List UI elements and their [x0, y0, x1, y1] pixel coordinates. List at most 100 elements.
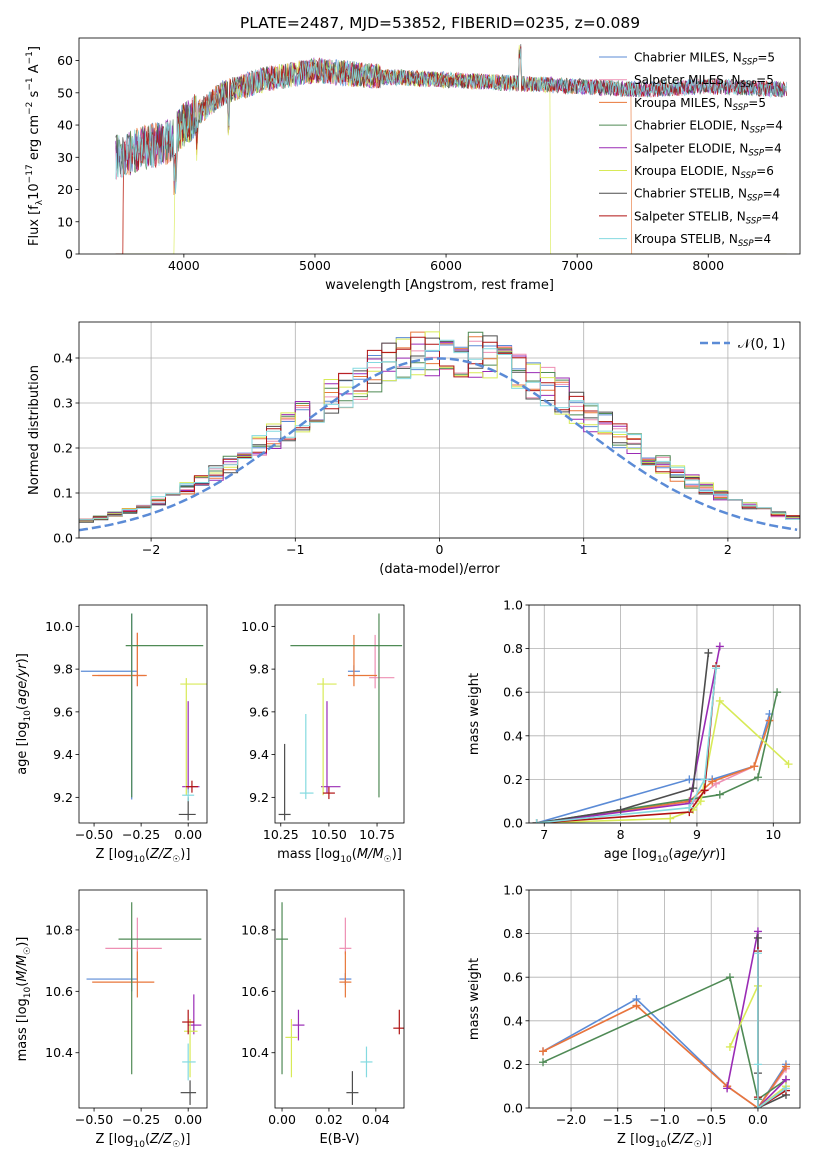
- y-tick-label: 50: [57, 85, 73, 100]
- weight-marker: [700, 775, 709, 784]
- error-bar-point: [182, 1043, 196, 1081]
- error-bar-point: [276, 902, 289, 1075]
- error-bar-point: [278, 743, 291, 821]
- mass-vs-ebv-frame-rect: [274, 889, 405, 1109]
- x-tick-label: −1.5: [603, 1112, 633, 1127]
- legend-label: Salpeter STELIB, NSSP=4: [634, 209, 779, 226]
- y-tick-label: 1.0: [503, 883, 523, 898]
- weight-marker: [689, 784, 698, 793]
- x-tick-label: 4000: [168, 258, 200, 273]
- weight-marker: [784, 760, 793, 769]
- x-tick-label: −1.0: [649, 1112, 679, 1127]
- spectrum-xlabel: wavelength [Angstrom, rest frame]: [325, 278, 554, 293]
- weight-marker: [685, 775, 694, 784]
- error-bar-point: [360, 1046, 373, 1078]
- weight-vs-age-xlabel: age [log10(age/yr)]: [604, 847, 726, 865]
- x-tick-label: 0.0: [748, 1112, 768, 1127]
- error-bar-point: [92, 951, 155, 998]
- weight-marker: [725, 973, 734, 982]
- x-tick-label: 6000: [430, 258, 462, 273]
- weight-vs-age-frame-rect: [528, 604, 801, 824]
- y-tick-label: 10: [57, 214, 73, 229]
- mass-vs-Z-xlabel: Z [log10(Z/Z☉)]: [96, 1132, 191, 1150]
- figure-title: PLATE=2487, MJD=53852, FIBERID=0235, z=0…: [240, 14, 640, 32]
- y-tick-label: 10.0: [241, 619, 269, 634]
- weight-vs-Z-frame: −2.0 −1.5 −1.0 −0.5 0.0 0.0 0.2 0.4 0.6 0.8 1.0 Z […: [467, 883, 801, 1150]
- weight-vs-Z-plot-area: [539, 927, 790, 1108]
- error-bar-point: [180, 678, 207, 796]
- x-tick-label: 9: [693, 827, 701, 842]
- age-vs-mass-xlabel: mass [log10(M/M☉)]: [277, 847, 402, 865]
- legend-label: Salpeter MILES, NSSP=5: [634, 73, 774, 90]
- age-vs-Z-xlabel: Z [log10(Z/Z☉)]: [96, 847, 191, 865]
- y-tick-label: 10.6: [45, 984, 73, 999]
- mass-vs-Z-frame: −0.50 −0.25 0.00 10.4 10.6 10.8 Z [log10(Z/Z☉)…: [15, 889, 208, 1150]
- x-tick-label: −2.0: [556, 1112, 586, 1127]
- error-bar-point: [369, 634, 395, 689]
- histogram-step-line: [79, 339, 800, 523]
- weight-vs-Z-ylabel: mass weight: [467, 958, 482, 1040]
- weight-marker: [532, 819, 541, 823]
- weight-marker: [750, 762, 759, 771]
- weight-series-line: [757, 953, 787, 1108]
- error-bar-point: [125, 613, 204, 798]
- weight-vs-Z-grid: [529, 889, 800, 1109]
- weight-marker: [632, 1001, 641, 1010]
- mass-vs-ebv-xlabel: E(B-V): [319, 1132, 359, 1147]
- y-tick-label: 0.6: [503, 685, 523, 700]
- x-tick-label: 0.02: [315, 1112, 343, 1127]
- weight-series-line: [536, 692, 778, 823]
- weight-marker: [753, 933, 762, 942]
- weight-marker: [708, 777, 717, 786]
- weight-marker: [723, 1084, 732, 1093]
- y-tick-label: 0.2: [503, 772, 523, 787]
- y-tick-label: 0.0: [53, 531, 73, 546]
- legend-label: Kroupa ELODIE, NSSP=6: [634, 164, 774, 181]
- y-tick-label: 0.3: [53, 396, 73, 411]
- x-tick-label: 10.50: [311, 827, 347, 842]
- age-vs-mass-plot-area: [278, 613, 403, 821]
- x-tick-label: 0.00: [174, 827, 202, 842]
- x-tick-label: 7000: [561, 258, 593, 273]
- weight-marker: [715, 790, 724, 799]
- age-vs-mass-frame: 10.25 10.50 10.75 9.2 9.4 9.6 9.8 10.0 mass [log…: [241, 604, 405, 865]
- weight-series-line: [542, 976, 787, 1101]
- legend-label: Kroupa MILES, NSSP=5: [634, 96, 766, 113]
- y-tick-label: 40: [57, 118, 73, 133]
- error-bar-point: [180, 1080, 197, 1105]
- weight-vs-Z-xlabel: Z [log10(Z/Z☉)]: [617, 1132, 712, 1150]
- weight-marker: [773, 688, 782, 697]
- legend-label: 𝒩(0, 1): [738, 337, 785, 352]
- error-bar-point: [184, 1018, 198, 1078]
- age-vs-Z-axes: −0.50 −0.25 0.00 9.2 9.4 9.6 9.8 10.0 Z [log10(Z…: [15, 604, 208, 865]
- weight-vs-age-plot-area: [532, 642, 793, 823]
- age-vs-mass-frame-rect: [274, 604, 405, 824]
- error-bar-point: [320, 701, 341, 793]
- y-tick-label: 9.6: [53, 704, 73, 719]
- y-tick-label: 0.8: [503, 641, 523, 656]
- weight-series-line: [536, 668, 717, 823]
- mass-vs-Z-plot-area: [86, 902, 202, 1105]
- residual-hist-frame: −2 −1 0 1 2 0.0 0.1 0.2 0.3 0.4 (data-model)/error…: [27, 321, 801, 577]
- x-tick-label: 0: [436, 542, 444, 557]
- spectrum-legend: Chabrier MILES, NSSP=5 Salpeter MILES, NS…: [599, 51, 783, 249]
- x-tick-label: 8000: [692, 258, 724, 273]
- y-tick-label: 0.2: [503, 1057, 523, 1072]
- weight-marker: [666, 814, 675, 823]
- error-bar-point: [292, 1009, 305, 1041]
- spectrum-plot-area: [115, 44, 787, 254]
- y-tick-label: 0.2: [53, 441, 73, 456]
- weight-marker: [539, 1058, 548, 1067]
- x-tick-label: 10.75: [359, 827, 395, 842]
- mass-vs-ebv-axes: 0.00 0.02 0.04 10.4 10.6 10.8 E(B-V): [241, 889, 405, 1147]
- error-bar-point: [322, 787, 335, 800]
- weight-marker: [696, 797, 705, 806]
- error-bar-point: [118, 902, 202, 1075]
- age-vs-Z-ylabel: age [log10(age/yr)]: [15, 653, 33, 775]
- mass-vs-Z-ylabel: mass [log10(M/M☉)]: [15, 937, 33, 1062]
- legend-label: Salpeter ELODIE, NSSP=4: [634, 141, 782, 158]
- spectrum-frame-rect: [78, 37, 801, 255]
- age-vs-mass-axes: 10.25 10.50 10.75 9.2 9.4 9.6 9.8 10.0 mass [log…: [241, 604, 405, 865]
- y-tick-label: 0.4: [503, 1013, 523, 1028]
- y-tick-label: 9.4: [249, 747, 269, 762]
